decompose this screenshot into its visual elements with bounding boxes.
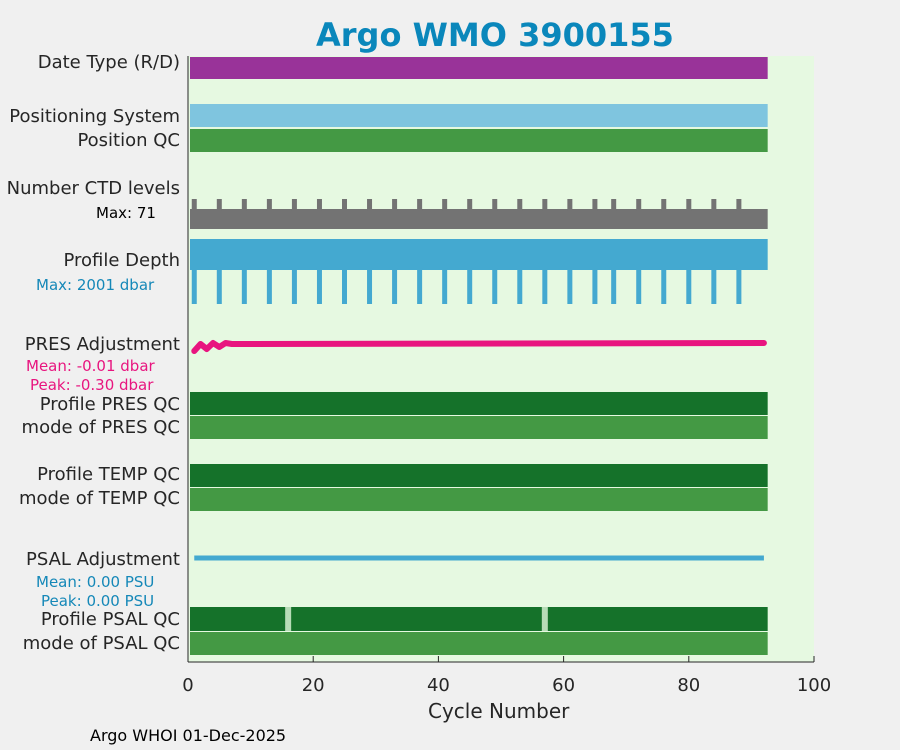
ctd-levels-tick: [736, 199, 742, 211]
ctd-levels-tick: [291, 199, 297, 211]
profile-psal-qc-bar: [190, 607, 768, 631]
profile-depth-tick: [342, 268, 347, 304]
plot-area: [188, 56, 814, 662]
psal-adjustment-peak-text: Peak: 0.00 PSU: [41, 592, 155, 610]
ctd-levels-tick: [392, 199, 398, 211]
x-tick-label: 80: [677, 675, 700, 696]
profile-depth-tick: [686, 268, 692, 304]
ctd-levels-tick: [567, 199, 573, 211]
ctd-levels-tick: [367, 199, 373, 211]
chart-title: Argo WMO 3900155: [316, 16, 674, 54]
x-tick-label: 20: [302, 675, 325, 696]
profile-depth-tick: [636, 268, 642, 304]
profile-depth-tick: [736, 268, 742, 304]
x-tick-label: 60: [552, 675, 575, 696]
profile-depth-tick: [467, 268, 473, 304]
ctd-levels-tick: [611, 199, 617, 211]
profile-depth-tick: [542, 268, 548, 304]
ctd-levels-tick: [517, 199, 523, 211]
row-label-position-qc: Position QC: [77, 130, 180, 151]
row-label-mode-temp-qc: mode of TEMP QC: [18, 488, 180, 509]
ctd-levels-tick: [661, 199, 667, 211]
row-label-profile-depth: Profile Depth: [63, 250, 180, 271]
pres-adjustment-peak-text: Peak: -0.30 dbar: [30, 376, 154, 394]
ctd-levels-tick: [216, 199, 222, 211]
profile-depth-tick: [367, 268, 373, 304]
row-label-profile-psal-qc: Profile PSAL QC: [40, 609, 180, 630]
profile-depth-tick: [711, 268, 717, 304]
x-tick-label: 40: [427, 675, 450, 696]
ctd-levels-tick: [191, 199, 197, 211]
profile-depth-max-text: Max: 2001 dbar: [36, 276, 155, 294]
row-label-mode-psal-qc: mode of PSAL QC: [22, 633, 180, 654]
row-label-positioning-system: Positioning System: [9, 106, 180, 127]
profile-pres-qc-bar: [190, 392, 768, 415]
profile-depth-tick: [216, 268, 222, 304]
pres-adjustment-line: [191, 340, 767, 354]
ctd-levels-tick: [592, 199, 598, 211]
ctd-levels-tick: [492, 199, 498, 211]
profile-depth-tick: [567, 268, 573, 304]
ctd-levels-tick: [467, 199, 473, 211]
profile-depth-tick: [316, 268, 322, 304]
profile-depth-tick: [611, 268, 617, 304]
profile-depth-tick: [266, 268, 272, 304]
x-tick-label: 100: [797, 675, 831, 696]
row-label-mode-pres-qc: mode of PRES QC: [21, 417, 180, 438]
ctd-levels-tick: [417, 199, 423, 211]
ctd-levels-tick: [266, 199, 272, 211]
profile-depth-tick: [291, 268, 297, 304]
ctd-levels-bar: [190, 209, 768, 229]
pres-adjustment-mean-text: Mean: -0.01 dbar: [26, 357, 155, 375]
profile-depth-tick: [241, 268, 247, 304]
x-axis: 0 20 40 60 80 100: [182, 56, 831, 696]
profile-depth-tick: [492, 268, 498, 304]
mode-pres-qc-bar: [190, 416, 768, 439]
positioning-system-bar: [190, 104, 768, 127]
profile-depth-tick: [517, 268, 523, 304]
psal-qc-flag-mark: [285, 607, 292, 631]
ctd-levels-tick: [711, 199, 717, 211]
profile-depth-tick: [592, 268, 598, 304]
row-label-pres-adjustment: PRES Adjustment: [24, 334, 180, 355]
row-label-number-ctd-levels: Number CTD levels: [6, 178, 180, 199]
row-label-profile-pres-qc: Profile PRES QC: [39, 394, 180, 415]
profile-depth-tick: [417, 268, 423, 304]
ctd-levels-tick: [316, 199, 322, 211]
x-axis-label: Cycle Number: [428, 699, 570, 723]
mode-psal-qc-bar: [190, 632, 768, 655]
row-label-psal-adjustment: PSAL Adjustment: [25, 549, 180, 570]
profile-depth-tick: [661, 268, 667, 304]
footer-text: Argo WHOI 01-Dec-2025: [90, 726, 287, 745]
psal-adjustment-mean-text: Mean: 0.00 PSU: [36, 573, 155, 591]
mode-temp-qc-bar: [190, 488, 768, 511]
ctd-levels-max-text: Max: 71: [96, 204, 156, 222]
profile-depth-tick: [392, 268, 398, 304]
row-label-profile-temp-qc: Profile TEMP QC: [37, 464, 180, 485]
profile-depth-bar: [190, 239, 768, 270]
date-type-bar: [190, 57, 768, 79]
chart-marks: [190, 57, 768, 655]
profile-temp-qc-bar: [190, 464, 768, 487]
psal-qc-flag-mark: [541, 607, 548, 631]
ctd-levels-tick: [442, 199, 448, 211]
ctd-levels-tick: [686, 199, 692, 211]
ctd-levels-tick: [342, 199, 347, 211]
ctd-levels-tick: [241, 199, 247, 211]
position-qc-bar: [190, 129, 768, 152]
ctd-levels-tick: [636, 199, 642, 211]
x-tick-label: 0: [182, 675, 193, 696]
row-label-date-type: Date Type (R/D): [37, 52, 180, 73]
ctd-levels-tick: [542, 199, 548, 211]
profile-depth-tick: [191, 268, 197, 304]
profile-depth-tick: [442, 268, 448, 304]
